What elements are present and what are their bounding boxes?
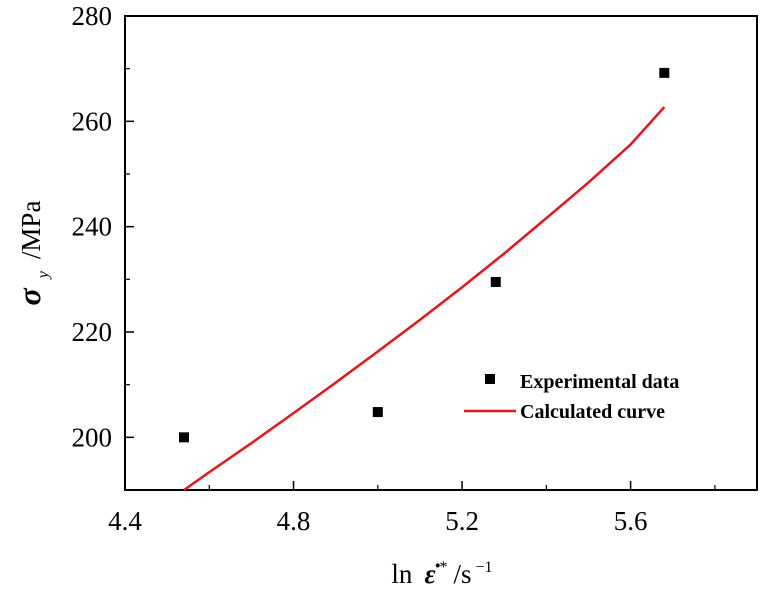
y-axis-symbol: σ <box>11 287 47 305</box>
x-tick-label: 4.4 <box>108 506 142 536</box>
legend: Experimental data Calculated curve <box>464 371 679 423</box>
y-axis-title: σ y /MPa <box>11 201 52 306</box>
plot-frame <box>124 15 758 491</box>
experimental-data-point <box>178 432 189 443</box>
y-tick-label: 240 <box>72 212 113 242</box>
x-tick-label: 5.2 <box>445 506 479 536</box>
x-tick-label: 5.6 <box>614 506 648 536</box>
experimental-data-point <box>659 67 670 78</box>
x-axis-symbol: ε̇ <box>424 559 440 589</box>
series-layer <box>178 67 670 492</box>
calculated-curve-line <box>183 106 666 492</box>
legend-marker-experimental <box>485 374 495 384</box>
y-tick-label: 280 <box>72 1 113 31</box>
x-axis-unit: /s <box>454 559 472 589</box>
y-tick-label: 260 <box>72 106 113 136</box>
x-axis-unit-exponent: −1 <box>476 559 493 576</box>
x-tick-label: 4.8 <box>277 506 311 536</box>
x-axis-superscript: * <box>440 559 448 576</box>
y-tick-label: 200 <box>72 422 113 452</box>
x-axis-prefix: ln <box>391 559 413 589</box>
y-axis-unit: /MPa <box>16 201 46 260</box>
experimental-data-point <box>372 407 383 418</box>
y-tick-label: 220 <box>72 317 113 347</box>
legend-label-calculated: Calculated curve <box>520 401 665 423</box>
x-axis-title: ln ε̇ * /s −1 <box>391 559 492 589</box>
legend-label-experimental: Experimental data <box>520 371 679 393</box>
y-axis-subscript: y <box>35 270 52 280</box>
experimental-data-point <box>490 276 501 287</box>
tick-labels-layer: 4.4 4.8 5.2 5.6 200 220 240 260 280 <box>72 1 648 536</box>
